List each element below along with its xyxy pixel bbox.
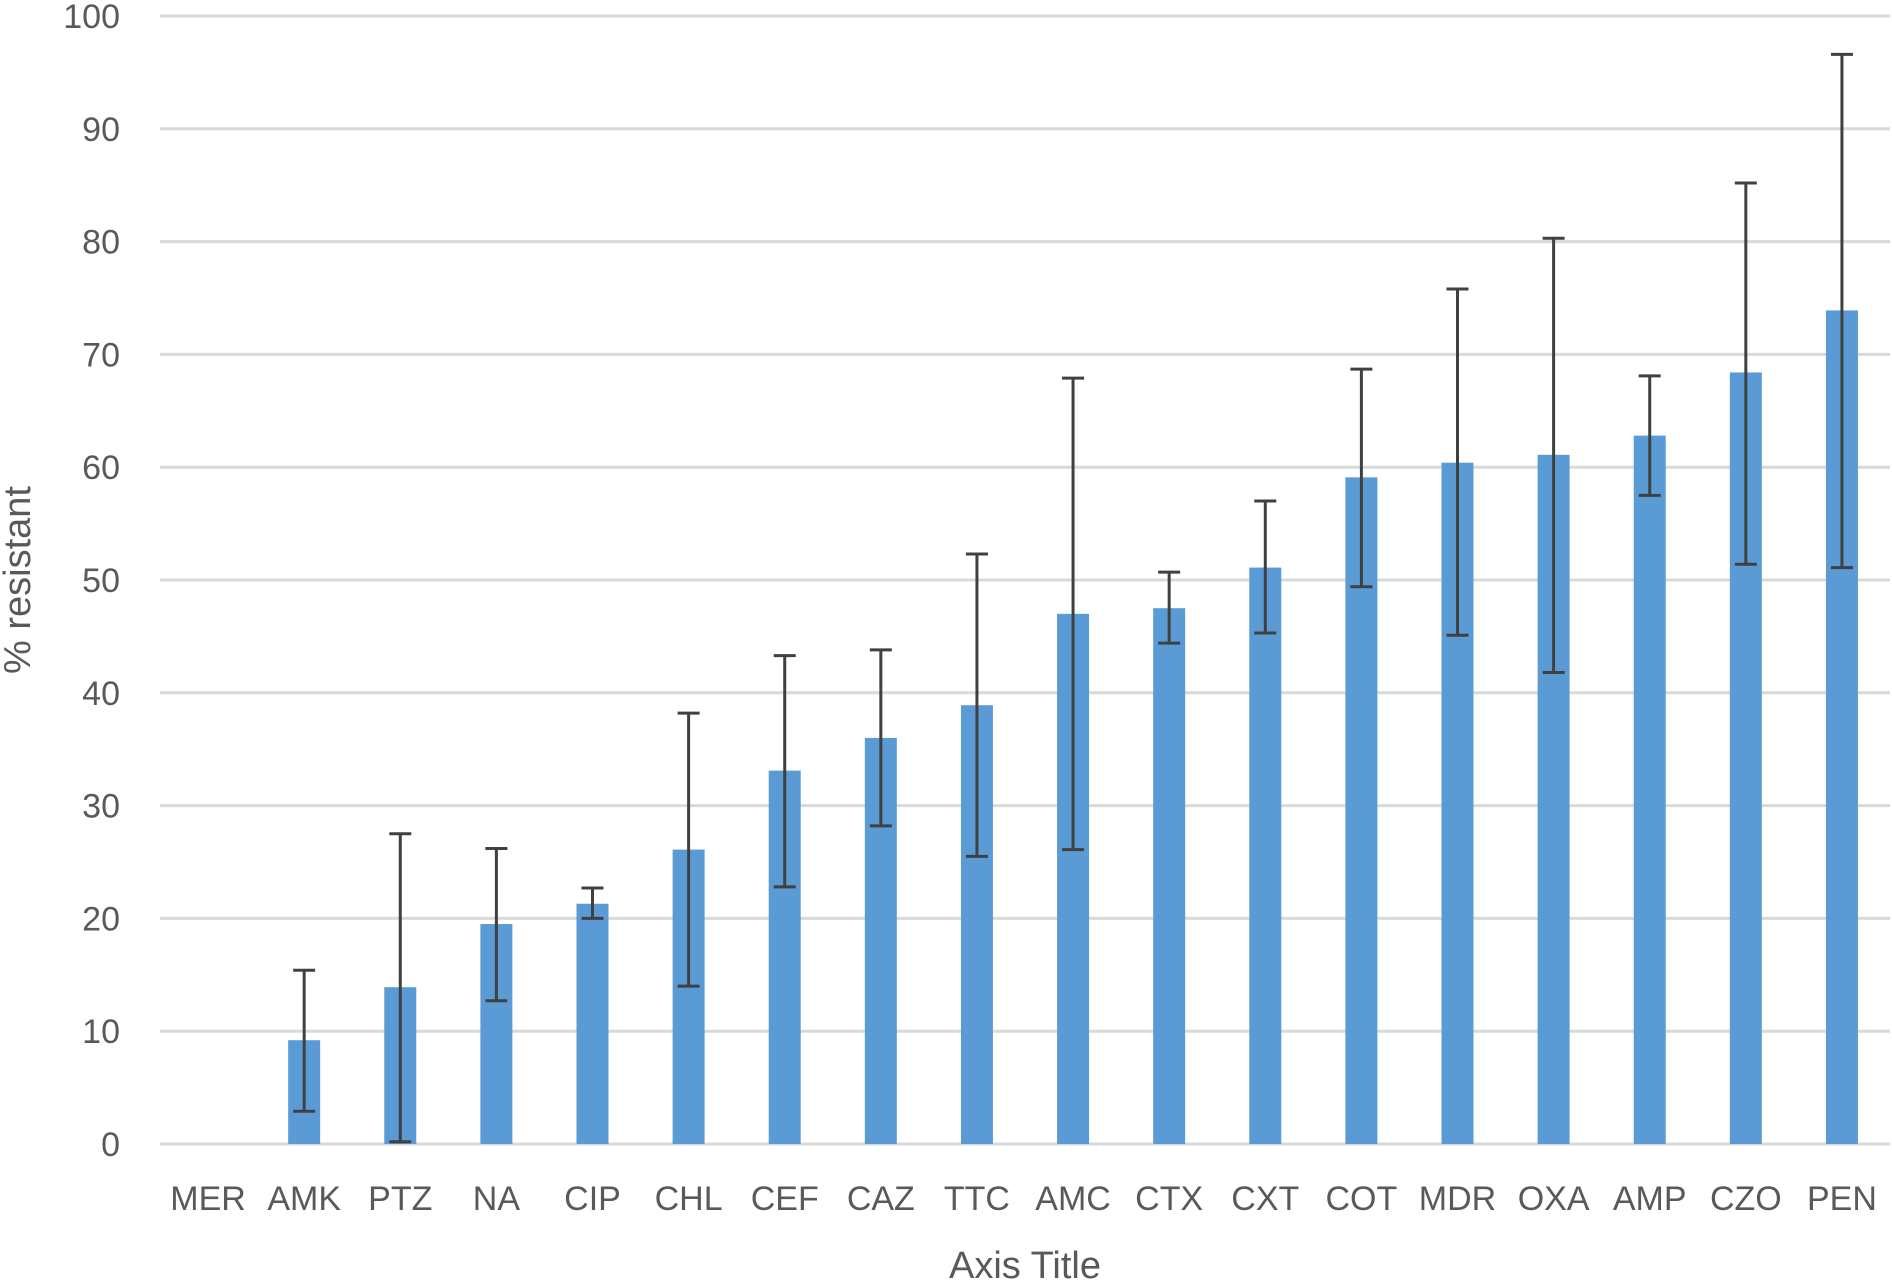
error-bar-amp [1638,374,1661,497]
y-tick-label: 100 [63,0,120,36]
x-tick-label-ttc: TTC [944,1180,1010,1218]
error-bar-na [485,846,508,1003]
y-tick-label: 40 [82,675,120,713]
x-tick-label-mdr: MDR [1419,1180,1496,1218]
error-bar-cef [773,654,796,889]
error-bar-pen [1830,52,1853,570]
y-tick-label: 90 [82,111,120,149]
x-tick-label-amk: AMK [267,1180,341,1218]
x-tick-labels: MER AMK PTZ NA CIP CHL CEF CAZ TTC AMC CTX CXT COT MD… [170,1180,1877,1218]
x-tick-label-amc: AMC [1035,1180,1111,1218]
error-bar-chl [677,711,700,988]
error-bar-ptz [389,832,412,1144]
error-bars [293,52,1853,1144]
y-tick-label: 10 [82,1013,120,1051]
x-tick-label-caz: CAZ [847,1180,915,1218]
y-tick-label: 60 [82,449,120,487]
x-tick-label-ptz: PTZ [368,1180,432,1218]
error-bar-ttc [965,552,988,858]
x-tick-label-mer: MER [170,1180,246,1218]
bar-amp [1633,435,1666,1145]
bar-cxt [1249,567,1282,1144]
x-tick-label-cot: COT [1325,1180,1397,1218]
x-tick-label-na: NA [473,1180,521,1218]
x-axis-title: Axis Title [949,1245,1101,1283]
error-bar-cxt [1254,499,1277,635]
bar-cot [1345,477,1378,1144]
error-bar-amk [293,968,316,1113]
bar-cip [576,903,609,1144]
y-tick-label: 70 [82,336,120,374]
y-tick-label: 0 [101,1126,120,1164]
x-tick-label-cxt: CXT [1231,1180,1299,1218]
error-bar-czo [1734,181,1757,566]
error-bar-amc [1062,376,1085,852]
bar-ctx [1153,608,1186,1144]
x-tick-label-czo: CZO [1710,1180,1782,1218]
x-tick-label-chl: CHL [655,1180,723,1218]
error-bar-cip [581,886,604,920]
gridlines [160,14,1890,1146]
y-tick-label: 20 [82,900,120,938]
x-tick-label-oxa: OXA [1518,1180,1590,1218]
error-bar-cot [1350,367,1373,589]
error-bar-oxa [1542,236,1565,674]
x-tick-label-ctx: CTX [1135,1180,1203,1218]
y-tick-labels: 0 10 20 30 40 50 60 70 80 90 100 [63,0,120,1164]
y-tick-label: 30 [82,788,120,826]
x-tick-label-cef: CEF [751,1180,819,1218]
error-bar-ctx [1158,570,1181,645]
y-tick-label: 50 [82,562,120,600]
y-tick-label: 80 [82,224,120,262]
error-bar-caz [869,648,892,828]
y-axis-title: % resistant [0,486,39,674]
x-tick-label-pen: PEN [1807,1180,1877,1218]
x-tick-label-amp: AMP [1613,1180,1687,1218]
x-tick-label-cip: CIP [564,1180,621,1218]
error-bar-mdr [1446,287,1469,637]
